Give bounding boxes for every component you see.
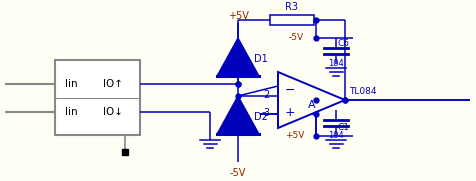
Text: A: A	[307, 100, 315, 110]
Text: -5V: -5V	[289, 33, 304, 43]
Text: 104: 104	[328, 131, 344, 140]
Text: IO↑: IO↑	[103, 79, 123, 89]
Text: R3: R3	[285, 2, 298, 12]
Text: 3: 3	[263, 108, 269, 118]
Polygon shape	[278, 72, 345, 128]
Text: −: −	[285, 83, 296, 96]
Text: TL084: TL084	[349, 87, 377, 96]
Text: C6: C6	[338, 39, 350, 49]
Text: -5V: -5V	[230, 168, 246, 178]
Text: +5V: +5V	[285, 132, 304, 140]
Text: D1: D1	[254, 54, 268, 64]
Text: D2: D2	[254, 112, 268, 122]
Text: 2: 2	[263, 90, 269, 100]
Polygon shape	[217, 38, 259, 76]
Text: Iin: Iin	[65, 107, 78, 117]
Text: +5V: +5V	[228, 11, 248, 21]
Text: IO↓: IO↓	[103, 107, 123, 117]
Bar	[55, 60, 140, 135]
Text: C1: C1	[338, 123, 350, 132]
Text: +: +	[285, 106, 296, 119]
Polygon shape	[217, 96, 259, 134]
Text: 104: 104	[328, 59, 344, 68]
Bar	[269, 15, 314, 25]
Text: Iin: Iin	[65, 79, 78, 89]
